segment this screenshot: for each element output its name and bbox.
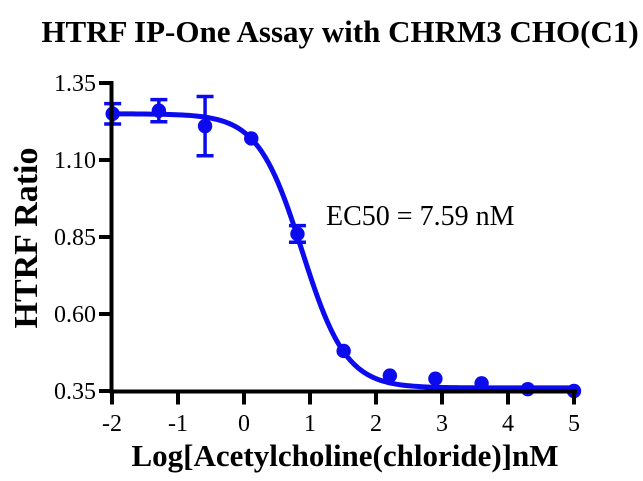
- data-point-marker: [382, 368, 398, 383]
- x-tick-label: 0: [238, 411, 250, 437]
- y-axis-title: HTRF Ratio: [8, 147, 45, 329]
- x-axis-title: Log[Acetylcholine(chloride)]nM: [131, 438, 559, 473]
- y-tick-label: 1.35: [54, 71, 96, 97]
- data-point-marker: [244, 131, 259, 146]
- x-tick-label: -1: [168, 411, 188, 437]
- x-tick-label: 5: [568, 411, 580, 437]
- chart-title: HTRF IP-One Assay with CHRM3 CHO(C1): [41, 14, 639, 49]
- data-point-marker: [428, 371, 443, 386]
- x-tick-label: 3: [436, 411, 448, 437]
- x-tick-label: -2: [102, 411, 122, 437]
- data-point-marker: [474, 376, 489, 391]
- x-tick-label: 4: [502, 411, 514, 437]
- ec50-annotation: EC50 = 7.59 nM: [326, 201, 515, 232]
- y-tick-label: 1.10: [54, 148, 96, 174]
- y-tick-label: 0.60: [54, 302, 96, 328]
- x-tick-label: 2: [370, 411, 382, 437]
- x-tick-label: 1: [304, 411, 316, 437]
- data-point-marker: [520, 381, 535, 397]
- data-point-marker: [197, 118, 213, 134]
- data-point-marker: [151, 103, 167, 118]
- y-tick-label: 0.35: [54, 379, 96, 405]
- data-point-marker: [336, 343, 351, 359]
- y-tick-label: 0.85: [54, 225, 96, 251]
- data-point-marker: [290, 226, 305, 242]
